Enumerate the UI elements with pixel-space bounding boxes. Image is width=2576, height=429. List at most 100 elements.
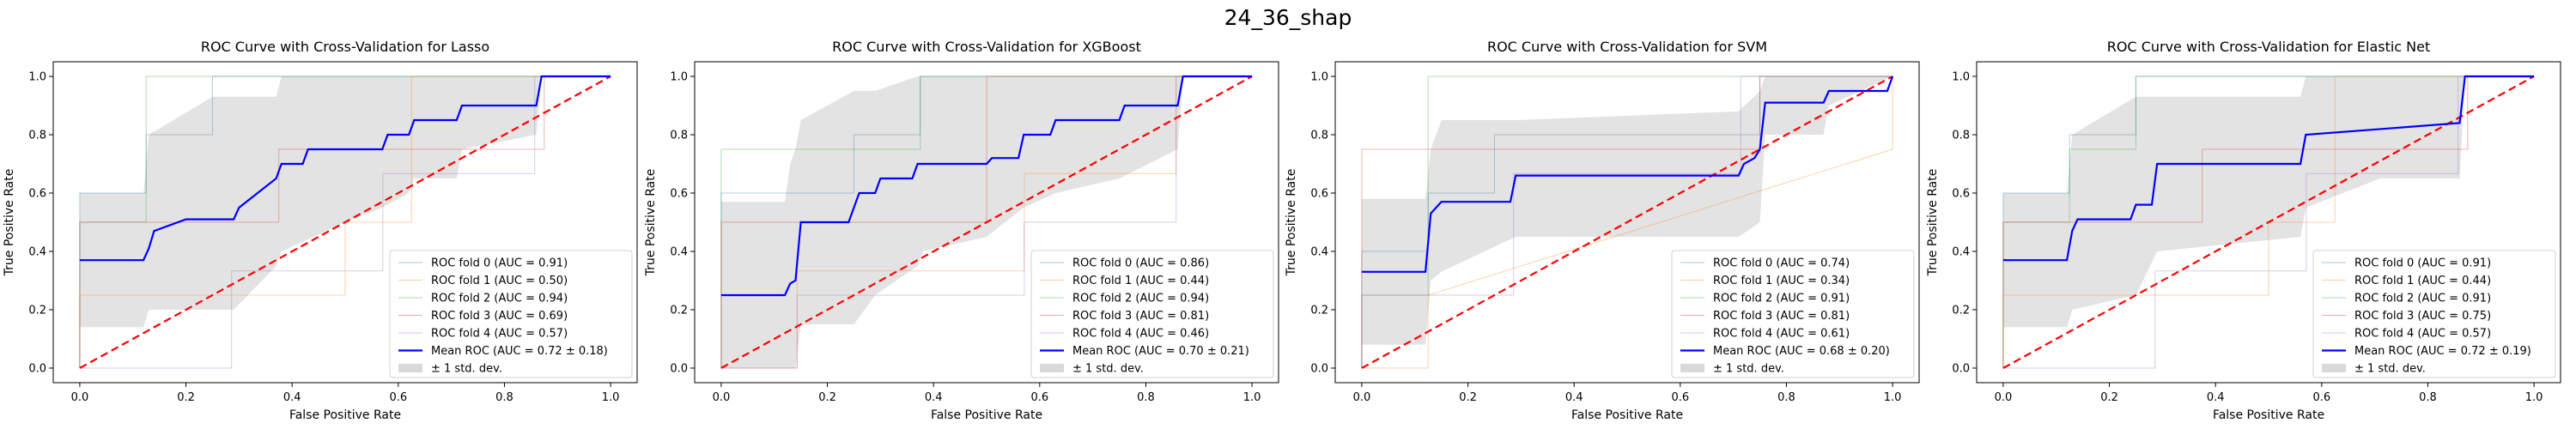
legend-entry-label: ROC fold 4 (AUC = 0.46) [1072, 328, 1209, 341]
roc-fold-2-line [79, 76, 611, 368]
x-tick-label: 0.0 [1995, 391, 2013, 404]
legend-entry-label: Mean ROC (AUC = 0.72 ± 0.19) [2354, 345, 2531, 358]
y-tick-label: 0.6 [1310, 188, 1328, 201]
y-tick-label: 1.0 [1310, 71, 1328, 84]
mean-roc-line [79, 75, 611, 262]
y-tick-label: 1.0 [1952, 71, 1970, 84]
x-tick-label: 1.0 [1243, 391, 1261, 404]
legend-entry-label: Mean ROC (AUC = 0.68 ± 0.20) [1713, 345, 1890, 358]
roc-chart-3: ROC Curve with Cross-Validation for Elas… [1926, 39, 2561, 422]
legend-entry-label: Mean ROC (AUC = 0.72 ± 0.18) [431, 345, 608, 358]
legend-entry-label: ROC fold 1 (AUC = 0.50) [431, 275, 568, 287]
x-axis-label: False Positive Rate [289, 408, 401, 422]
legend-entry-label: ± 1 std. dev. [2354, 363, 2426, 376]
y-axis-label: True Positive Rate [1285, 169, 1298, 277]
y-tick-label: 0.8 [670, 130, 688, 142]
y-tick-label: 0.6 [1952, 188, 1970, 201]
x-tick-label: 0.2 [2100, 391, 2118, 404]
y-tick-label: 0.2 [1952, 305, 1970, 317]
legend-entry-label: ROC fold 2 (AUC = 0.91) [2354, 293, 2491, 305]
legend: ROC fold 0 (AUC = 0.86) ROC fold 1 (AUC =… [1030, 250, 1274, 378]
chart-title: ROC Curve with Cross-Validation for Lass… [201, 39, 489, 55]
legend-entry-label: ROC fold 1 (AUC = 0.44) [1072, 275, 1209, 287]
x-tick-label: 0.8 [2419, 391, 2437, 404]
legend-band-swatch [1040, 364, 1064, 372]
legend-box [1030, 250, 1274, 378]
legend-entry-label: ROC fold 0 (AUC = 0.74) [1713, 257, 1850, 270]
legend-box [389, 250, 633, 378]
legend-entry-label: ROC fold 3 (AUC = 0.81) [1072, 310, 1209, 323]
y-tick-label: 0.8 [28, 130, 46, 142]
legend: ROC fold 0 (AUC = 0.91) ROC fold 1 (AUC =… [389, 250, 633, 378]
x-axis-label: False Positive Rate [1571, 408, 1683, 422]
legend-box [2312, 250, 2556, 378]
legend-entry-label: ROC fold 0 (AUC = 0.91) [2354, 257, 2491, 270]
x-tick-label: 0.2 [177, 391, 195, 404]
roc-fold-0-line [2002, 76, 2535, 368]
x-tick-label: 0.8 [1777, 391, 1795, 404]
y-tick-label: 0.0 [28, 363, 46, 376]
y-axis-label: True Positive Rate [3, 169, 16, 277]
legend-entry-label: ROC fold 3 (AUC = 0.81) [1713, 310, 1850, 323]
legend-box [1671, 250, 1915, 378]
legend-band-swatch [2322, 364, 2346, 372]
x-tick-label: 0.8 [1137, 391, 1155, 404]
x-tick-label: 0.8 [495, 391, 513, 404]
x-axis-label: False Positive Rate [931, 408, 1042, 422]
x-tick-label: 0.2 [818, 391, 836, 404]
legend: ROC fold 0 (AUC = 0.91) ROC fold 1 (AUC =… [2312, 250, 2556, 378]
std-band [79, 76, 611, 328]
y-tick-label: 0.4 [28, 246, 46, 259]
legend-entry-label: ± 1 std. dev. [1713, 363, 1784, 376]
legend-entry-label: ROC fold 0 (AUC = 0.86) [1072, 257, 1209, 270]
x-tick-label: 1.0 [1884, 391, 1902, 404]
mean-roc-line [720, 75, 1253, 297]
y-tick-label: 0.2 [670, 305, 688, 317]
x-tick-label: 0.2 [1459, 391, 1477, 404]
y-tick-label: 0.6 [670, 188, 688, 201]
x-tick-label: 0.0 [71, 391, 89, 404]
y-axis-label: True Positive Rate [644, 169, 658, 277]
chart-title: ROC Curve with Cross-Validation for XGBo… [832, 39, 1141, 55]
legend-entry-label: ROC fold 0 (AUC = 0.91) [431, 257, 568, 270]
roc-chart-2: ROC Curve with Cross-Validation for SVM 0… [1285, 39, 1920, 422]
legend-entry-label: ROC fold 1 (AUC = 0.34) [1713, 275, 1850, 287]
mean-roc-line [2002, 75, 2535, 262]
legend: ROC fold 0 (AUC = 0.74) ROC fold 1 (AUC =… [1671, 250, 1915, 378]
roc-fold-4-line [720, 76, 1253, 369]
mean-roc-line [1361, 76, 1894, 273]
y-tick-label: 0.8 [1310, 130, 1328, 142]
axes-frame [694, 61, 1279, 384]
axes-frame [1334, 61, 1920, 384]
legend-entry-label: ROC fold 4 (AUC = 0.61) [1713, 328, 1850, 341]
y-tick-label: 0.2 [1310, 305, 1328, 317]
y-tick-label: 0.6 [28, 188, 46, 201]
roc-chart-0: ROC Curve with Cross-Validation for Lass… [3, 39, 638, 422]
chart-title: ROC Curve with Cross-Validation for Elas… [2107, 39, 2431, 55]
y-tick-label: 1.0 [28, 71, 46, 84]
legend-entry-label: ROC fold 2 (AUC = 0.91) [1713, 293, 1850, 305]
y-tick-label: 0.0 [670, 363, 688, 376]
legend-entry-label: Mean ROC (AUC = 0.70 ± 0.21) [1072, 345, 1249, 358]
x-tick-label: 0.4 [2207, 391, 2225, 404]
figure-title: 24_36_shap [1224, 5, 1352, 30]
x-tick-label: 0.4 [283, 391, 301, 404]
x-tick-label: 0.6 [1030, 391, 1048, 404]
axes-frame [52, 61, 638, 384]
y-axis-label: True Positive Rate [1926, 169, 1940, 277]
x-tick-label: 0.6 [1671, 391, 1689, 404]
chance-line [1361, 76, 1893, 369]
y-tick-label: 1.0 [670, 71, 688, 84]
x-tick-label: 0.4 [1565, 391, 1583, 404]
x-tick-label: 0.6 [2312, 391, 2330, 404]
roc-fold-1-line [720, 76, 1253, 369]
x-tick-label: 0.0 [713, 391, 731, 404]
legend-band-swatch [1680, 364, 1704, 372]
axes-frame [1976, 61, 2561, 384]
x-tick-label: 0.6 [389, 391, 407, 404]
roc-fold-1-line [1361, 76, 1893, 369]
roc-fold-2-line [2002, 76, 2535, 368]
chance-line [79, 76, 611, 369]
legend-entry-label: ROC fold 1 (AUC = 0.44) [2354, 275, 2491, 287]
roc-fold-2-line [720, 76, 1253, 368]
